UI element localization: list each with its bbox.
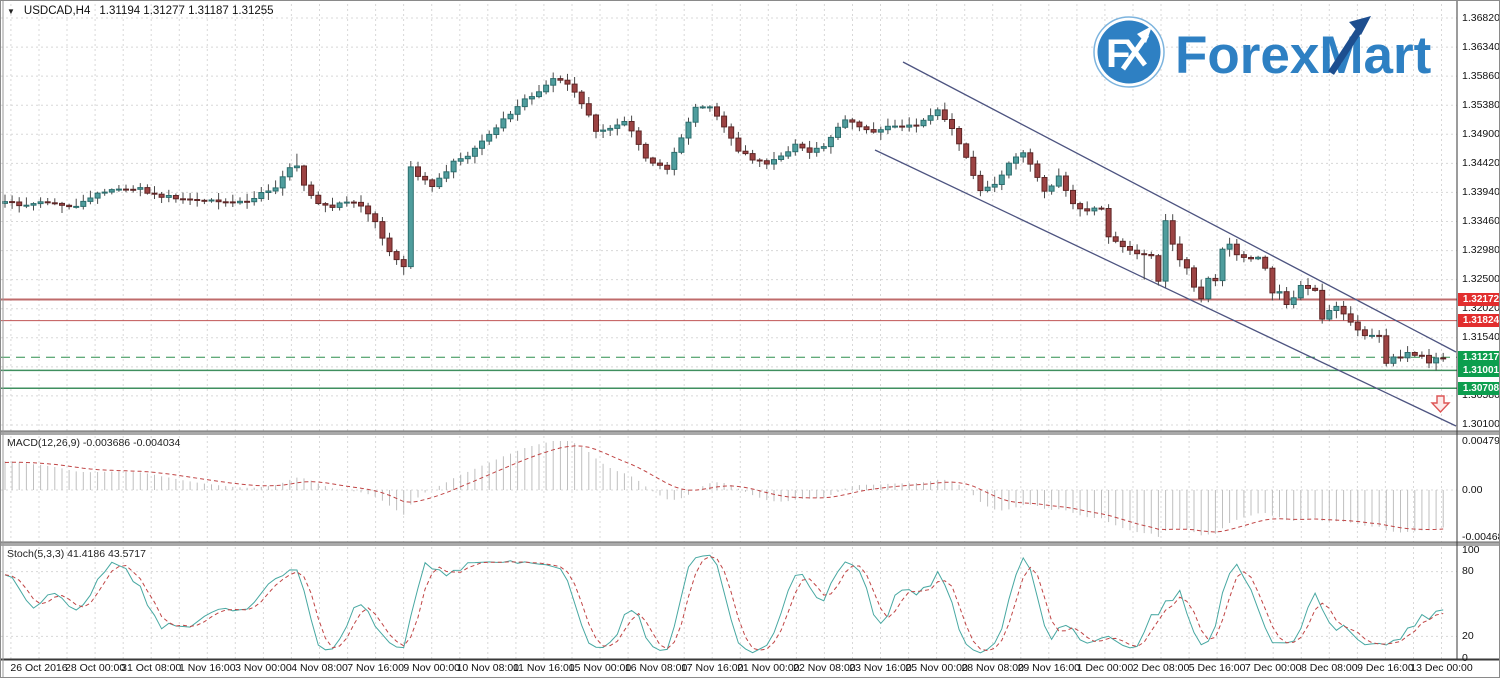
- stoch-axis-label: 20: [1462, 629, 1474, 642]
- time-axis-label: 28 Oct 00:00: [65, 662, 126, 674]
- time-axis-label: 26 Oct 2016: [10, 662, 68, 674]
- forexmart-logo: F ForexMart: [1093, 13, 1443, 96]
- forexmart-logo-icon: F: [1093, 16, 1165, 88]
- time-axis-label: 4 Nov 08:00: [291, 662, 348, 674]
- time-axis-label: 13 Dec 00:00: [1410, 662, 1473, 674]
- time-axis-label: 10 Nov 08:00: [456, 662, 520, 674]
- time-axis-label: 15 Nov 00:00: [568, 662, 632, 674]
- time-axis-label: 7 Nov 16:00: [347, 662, 404, 674]
- stoch-axis-label: 0: [1462, 651, 1468, 664]
- sell-arrow-icon: [1430, 395, 1451, 414]
- stoch-axis-label: 80: [1462, 565, 1474, 578]
- time-axis-label: 22 Nov 08:00: [793, 662, 856, 674]
- stoch-axis-label: 100: [1462, 543, 1480, 556]
- time-axis-label: 31 Oct 08:00: [121, 662, 182, 674]
- price-axis-label: 1.36820: [1462, 11, 1500, 24]
- candlestick-series: [2, 72, 1447, 371]
- bid-price-badge: 1.31217: [1458, 350, 1499, 364]
- price-axis-label: 1.35380: [1462, 98, 1500, 111]
- time-axis-label: 9 Nov 00:00: [403, 662, 460, 674]
- price-axis-label: 1.35860: [1462, 69, 1500, 82]
- price-axis-label: 1.32500: [1462, 273, 1500, 286]
- logo-trend-arrow: [1328, 25, 1364, 75]
- macd-axis-label: 0.00: [1462, 483, 1483, 496]
- time-axis-label: 9 Dec 16:00: [1357, 662, 1414, 674]
- price-axis-label: 1.33460: [1462, 214, 1500, 227]
- time-axis-label: 16 Nov 08:00: [624, 662, 688, 674]
- svg-text:F: F: [1106, 32, 1130, 76]
- time-axis-label: 8 Dec 08:00: [1300, 662, 1358, 674]
- price-axis-label: 1.30100: [1462, 418, 1500, 431]
- time-axis-label: 29 Nov 16:00: [1017, 662, 1081, 674]
- time-axis-label: 23 Nov 16:00: [849, 662, 912, 674]
- price-axis-label: 1.33940: [1462, 185, 1500, 198]
- time-axis-label: 25 Nov 00:00: [905, 662, 968, 674]
- time-axis-label: 28 Nov 08:00: [961, 662, 1024, 674]
- quote-ohlc-values: 1.31194 1.31277 1.31187 1.31255: [99, 5, 274, 17]
- price-axis-label: 1.36340: [1462, 40, 1500, 53]
- price-axis-label: 1.34900: [1462, 127, 1500, 140]
- time-axis-label: 3 Nov 00:00: [235, 662, 292, 674]
- macd-axis-label: -0.00468: [1462, 531, 1500, 544]
- time-axis-label: 17 Nov 16:00: [680, 662, 744, 674]
- price-axis-label: 1.32980: [1462, 244, 1500, 257]
- price-axis-label: 1.31540: [1462, 331, 1500, 344]
- macd-indicator-label: MACD(12,26,9) -0.003686 -0.004034: [7, 437, 181, 449]
- quote-bar: ▼ USDCAD,H4 1.31194 1.31277 1.31187 1.31…: [7, 5, 274, 17]
- macd-axis-label: 0.004793: [1462, 434, 1500, 447]
- time-axis-label: 7 Dec 00:00: [1244, 662, 1302, 674]
- time-axis-label: 11 Nov 16:00: [513, 662, 575, 674]
- time-axis-label: 5 Dec 16:00: [1188, 662, 1246, 674]
- forexmart-wordmark: ForexMart: [1175, 26, 1431, 85]
- symbol-period-label: USDCAD,H4: [23, 5, 91, 17]
- price-axis-label: 1.34420: [1462, 156, 1500, 169]
- price-level-badge: 1.30708: [1458, 381, 1499, 395]
- time-axis-label: 2 Dec 08:00: [1132, 662, 1190, 674]
- stoch-indicator-label: Stoch(5,3,3) 41.4186 43.5717: [7, 548, 146, 560]
- price-level-badge: 1.31001: [1458, 363, 1499, 377]
- price-level-badge: 1.32172: [1458, 293, 1499, 306]
- time-axis-label: 1 Nov 16:00: [178, 662, 236, 674]
- price-level-badge: 1.31824: [1458, 314, 1499, 328]
- symbol-dropdown-caret-icon: ▼: [7, 6, 15, 16]
- time-axis-label: 21 Nov 00:00: [737, 662, 800, 674]
- time-axis-label: 1 Dec 00:00: [1076, 662, 1134, 674]
